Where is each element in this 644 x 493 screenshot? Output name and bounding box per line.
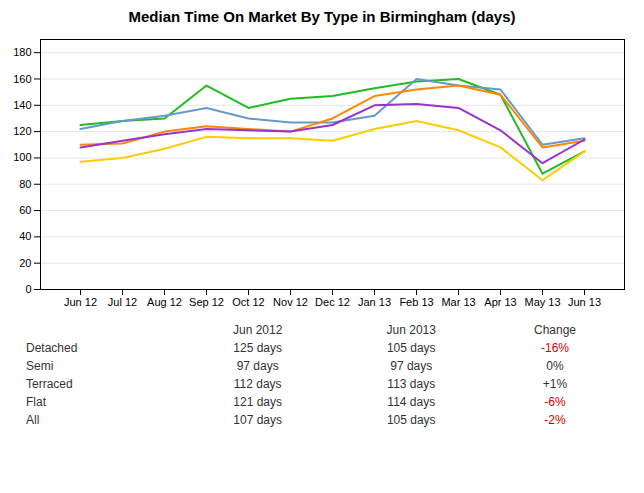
html-text:125 days: 125 days [233,341,282,355]
html-text:Flat: Flat [26,395,46,409]
svg-text:140: 140 [13,99,31,111]
html-text:121 days: 121 days [233,395,282,409]
svg-text:0: 0 [25,283,31,295]
html-text:97 days: 97 days [390,359,433,373]
svg-text:Apr 13: Apr 13 [484,296,516,308]
html-text:All: All [26,413,40,427]
html-text:Semi: Semi [26,359,54,373]
svg-text:Aug 12: Aug 12 [147,296,182,308]
svg-text:Sep 12: Sep 12 [189,296,224,308]
svg-text:Jun 13: Jun 13 [568,296,601,308]
svg-text:80: 80 [19,178,31,190]
html-text:-2%: -2% [544,413,566,427]
html-text:Terraced: Terraced [26,377,73,391]
svg-text:100: 100 [13,151,31,163]
svg-text:Dec 12: Dec 12 [315,296,350,308]
svg-text:120: 120 [13,125,31,137]
html-text:105 days: 105 days [386,413,436,427]
svg-text:180: 180 [13,46,31,58]
html-text:Jun 2013: Jun 2013 [386,323,436,337]
svg-text:Feb 13: Feb 13 [399,296,433,308]
html-text:114 days: 114 days [387,395,436,409]
html-text:Detached: Detached [26,341,78,355]
svg-text:Nov 12: Nov 12 [273,296,308,308]
html-text:107 days: 107 days [233,413,282,427]
svg-text:160: 160 [13,72,31,84]
html-text:Jun 2012: Jun 2012 [233,323,283,337]
html-text:105 days: 105 days [386,341,436,355]
html-text:113 days: 113 days [387,377,436,391]
svg-text:Mar 13: Mar 13 [441,296,475,308]
html-text:-16%: -16% [541,341,569,355]
svg-text:Jun 12: Jun 12 [64,296,97,308]
html-text:Change: Change [534,323,576,337]
svg-text:Jan 13: Jan 13 [358,296,391,308]
html-text:112 days: 112 days [233,377,282,391]
html-text:Median Time On Market By Type: Median Time On Market By Type in Birming… [128,8,516,25]
html-text:97 days: 97 days [236,359,279,373]
svg-text:May 13: May 13 [524,296,560,308]
svg-text:60: 60 [19,204,31,216]
html-text:+1%: +1% [542,377,568,391]
svg-text:Oct 12: Oct 12 [232,296,264,308]
svg-text:40: 40 [19,230,31,242]
html-text:0%: 0% [546,359,564,373]
svg-text:20: 20 [19,257,31,269]
html-text:-6%: -6% [544,395,566,409]
svg-text:Jul 12: Jul 12 [108,296,137,308]
